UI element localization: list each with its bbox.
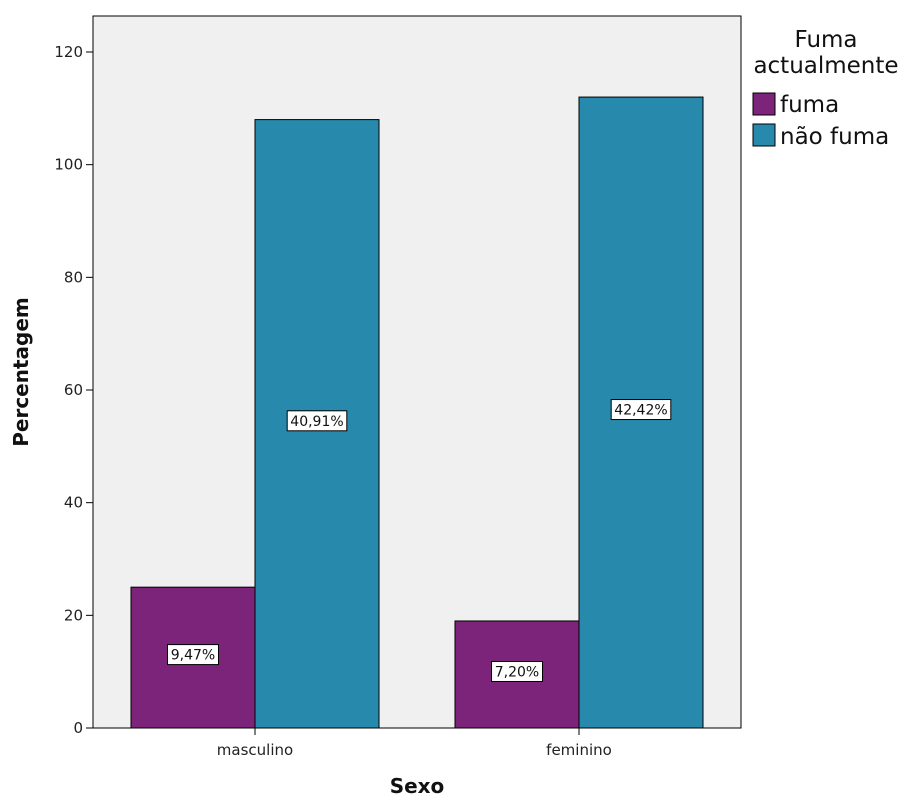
data-labels: 9,47% 40,91% 7,20% 42,42% <box>167 399 672 682</box>
legend-label-nao-fuma: não fuma <box>780 124 889 150</box>
legend-title-line2: actualmente <box>753 53 898 79</box>
data-label-box <box>286 410 348 432</box>
y-tick-label: 0 <box>73 719 83 737</box>
y-axis: 0 20 40 60 80 100 120 <box>54 43 93 737</box>
y-tick-label: 40 <box>64 494 83 512</box>
y-tick-label: 80 <box>64 268 83 286</box>
data-label-box <box>167 644 219 666</box>
y-tick-label: 60 <box>64 381 83 399</box>
data-label: 7,20% <box>495 664 539 680</box>
y-tick-label: 120 <box>54 43 83 61</box>
data-label: 40,91% <box>290 414 343 430</box>
legend: Fuma actualmente fuma não fuma <box>752 27 899 150</box>
y-tick-label: 20 <box>64 606 83 624</box>
legend-title-line1: Fuma <box>794 27 857 53</box>
bars <box>130 96 704 729</box>
x-tick-label: feminino <box>546 741 612 759</box>
bar-nao-fuma-feminino <box>578 96 704 729</box>
data-label: 42,42% <box>614 403 667 419</box>
data-label-box <box>491 660 543 682</box>
x-axis-title: Sexo <box>390 774 445 796</box>
x-axis: masculino feminino <box>217 728 612 759</box>
y-tick-label: 100 <box>54 156 83 174</box>
x-tick-label: masculino <box>217 741 293 759</box>
data-label: 9,47% <box>171 648 215 664</box>
legend-swatch-fuma <box>752 92 776 116</box>
legend-label-fuma: fuma <box>780 92 839 118</box>
data-label-box <box>610 399 672 421</box>
y-axis-title: Percentagem <box>9 297 33 447</box>
legend-swatch-nao-fuma <box>752 123 776 147</box>
